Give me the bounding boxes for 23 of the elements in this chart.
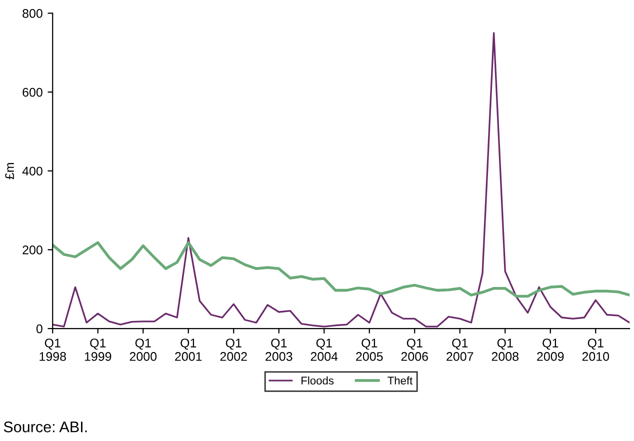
x-tick-label: Q1 2002 — [220, 338, 247, 361]
y-tick-label: 400 — [22, 166, 42, 176]
y-tick-label: 800 — [22, 9, 42, 18]
x-tick-label: Q1 2001 — [175, 338, 202, 361]
x-tick-label: Q1 2004 — [310, 338, 338, 361]
x-tick-label: Q1 2005 — [356, 338, 383, 361]
source-note: Source: ABI. — [4, 422, 87, 432]
line-series — [52, 241, 630, 298]
x-tick-label: Q1 2008 — [492, 338, 518, 361]
y-tick-label: 200 — [22, 246, 42, 254]
x-tick-label: Q1 2010 — [582, 338, 610, 361]
x-tick-label: Q1 2000 — [130, 338, 157, 361]
y-tick-label: 0 — [36, 324, 42, 334]
legend-label: Floods — [302, 376, 334, 385]
x-tick-label: Q1 1999 — [84, 338, 112, 361]
legend-label: Theft — [388, 376, 413, 385]
y-tick-label: 600 — [22, 88, 42, 97]
y-axis-title: £m — [5, 163, 14, 180]
x-tick-label: Q1 2003 — [266, 338, 292, 361]
x-tick-label: Q1 2009 — [537, 338, 564, 361]
x-tick-label: Q1 1998 — [40, 338, 66, 361]
x-tick-label: Q1 2007 — [446, 338, 474, 361]
x-tick-label: Q1 2006 — [401, 338, 428, 361]
